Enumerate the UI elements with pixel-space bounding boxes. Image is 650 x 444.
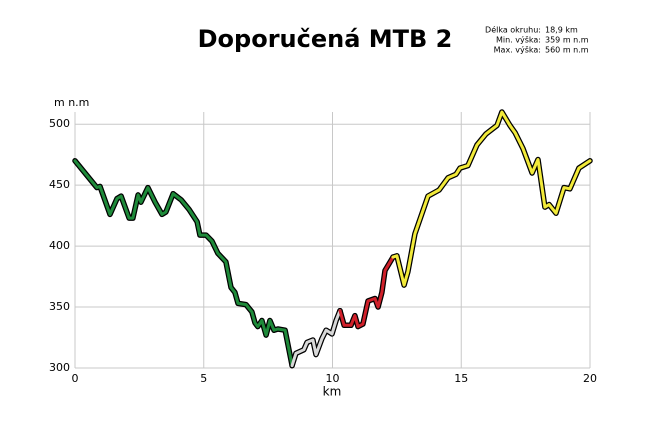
y-tick-label: 300 (49, 361, 70, 374)
info-value: 560 m n.m (545, 46, 589, 55)
elevation-line (338, 255, 395, 329)
x-tick-label: 20 (583, 372, 597, 385)
y-tick-label: 350 (49, 300, 70, 313)
elevation-line (290, 309, 342, 368)
x-axis-label: km (323, 385, 342, 399)
info-label: Min. výška: (496, 35, 541, 45)
info-label: Max. výška: (494, 45, 541, 55)
info-label: Délka okruhu: (485, 25, 541, 35)
elevation-line (391, 110, 592, 287)
chart-title: Doporučená MTB 2 (198, 25, 453, 53)
y-tick-label: 500 (49, 117, 70, 130)
x-tick-label: 15 (454, 372, 468, 385)
info-value: 18,9 km (545, 26, 578, 35)
x-tick-label: 10 (326, 372, 340, 385)
y-axis-label: m n.m (54, 96, 89, 109)
elevation-line (73, 159, 294, 368)
x-tick-label: 0 (72, 372, 79, 385)
y-tick-label: 450 (49, 178, 70, 191)
line-outline (72, 158, 295, 369)
y-tick-label: 400 (49, 239, 70, 252)
info-value: 359 m n.m (545, 36, 589, 45)
x-tick-label: 5 (200, 372, 207, 385)
